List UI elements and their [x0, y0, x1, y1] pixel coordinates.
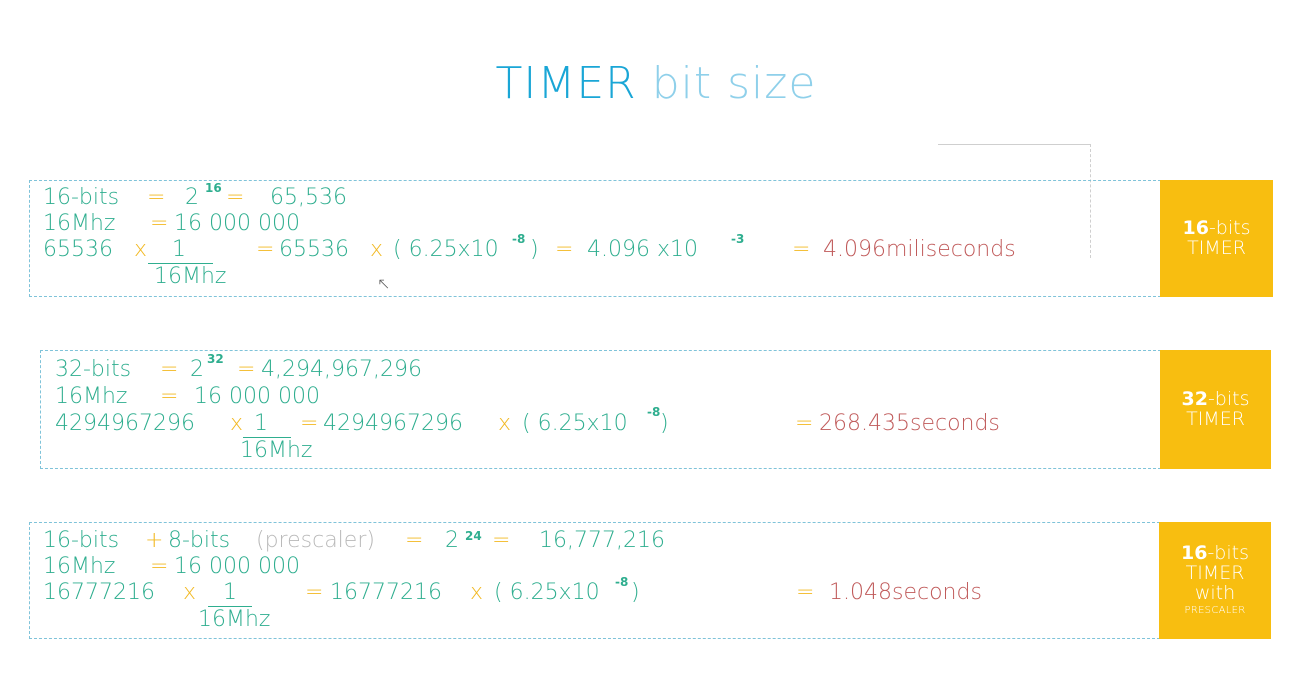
formula-text: 16777216	[330, 580, 442, 605]
formula-text: 16Mhz	[43, 554, 116, 579]
formula-text: 65536	[43, 237, 113, 262]
result-value: 268.435seconds	[819, 411, 1000, 436]
decorative-line	[1090, 144, 1091, 258]
exponent: 24	[465, 529, 482, 543]
formula-text: )	[530, 237, 539, 262]
exponent: 16	[205, 181, 222, 195]
fraction-denominator: 16Mhz	[198, 607, 271, 632]
multiply-sign: x	[134, 237, 148, 262]
fraction-bar	[243, 437, 291, 438]
formula-value: 16 000 000	[194, 384, 320, 409]
tag-rest: -bits	[1207, 387, 1250, 410]
formula-text: 16777216	[43, 580, 155, 605]
result-value: 4.096miliseconds	[823, 237, 1016, 262]
tag-bold: 16	[1182, 216, 1209, 239]
plus-sign: +	[145, 528, 164, 553]
power-base: 2	[190, 357, 204, 382]
formula-text: 16Mhz	[43, 211, 116, 236]
exponent: 32	[207, 352, 224, 366]
power-base: 2	[445, 528, 459, 553]
formula-text: 16Mhz	[55, 384, 128, 409]
prescaler-note: (prescaler)	[256, 528, 375, 553]
formula-text: 4294967296	[323, 411, 463, 436]
formula-value: 65,536	[270, 185, 347, 210]
mouse-cursor-icon: ↖	[377, 274, 391, 293]
equals-sign: =	[792, 237, 811, 262]
equals-sign: =	[555, 237, 574, 262]
tag-16-bit-timer: 16-bits TIMER	[1160, 180, 1273, 297]
tag-prescaler: PRESCALER	[1184, 605, 1246, 617]
equals-sign: =	[256, 237, 275, 262]
formula-text: ( 6.25x10	[393, 237, 499, 262]
decorative-line	[938, 144, 1090, 145]
formula-text: ( 6.25x10	[494, 580, 600, 605]
multiply-sign: x	[470, 580, 484, 605]
tag-16-bit-timer-with-prescaler: 16-bits TIMER with PRESCALER	[1159, 522, 1271, 639]
equals-sign: =	[226, 185, 245, 210]
tag-bold: 16	[1181, 542, 1208, 565]
equals-sign: =	[147, 185, 166, 210]
title-bit-size: bit size	[651, 58, 817, 109]
equals-sign: =	[160, 384, 179, 409]
equals-sign: =	[796, 580, 815, 605]
result-value: 1.048seconds	[829, 580, 982, 605]
formula-text: 4294967296	[55, 411, 195, 436]
formula-text: 32-bits	[55, 357, 132, 382]
tag-rest: -bits	[1208, 216, 1251, 239]
multiply-sign: x	[183, 580, 197, 605]
power-base: 2	[185, 185, 199, 210]
fraction-bar	[148, 263, 213, 264]
tag-bold: 32	[1181, 387, 1208, 410]
equals-sign: =	[150, 554, 169, 579]
formula-text: 4.096 x10	[587, 237, 698, 262]
fraction-numerator: 1	[254, 411, 268, 436]
formula-value: 16 000 000	[174, 554, 300, 579]
equals-sign: =	[237, 357, 256, 382]
equals-sign: =	[305, 580, 324, 605]
formula-text: 8-bits	[168, 528, 231, 553]
tag-line: TIMER	[1185, 562, 1245, 585]
equals-sign: =	[795, 411, 814, 436]
fraction-bar	[208, 606, 252, 607]
formula-text: ( 6.25x10	[522, 411, 628, 436]
tag-32-bit-timer: 32-bits TIMER	[1160, 350, 1271, 469]
equals-sign: =	[492, 528, 511, 553]
formula-value: 16 000 000	[174, 211, 300, 236]
exponent: -8	[647, 405, 661, 419]
fraction-denominator: 16Mhz	[240, 438, 313, 463]
equals-sign: =	[300, 411, 319, 436]
formula-text: )	[660, 411, 669, 436]
tag-line: TIMER	[1187, 236, 1246, 259]
tag-line: TIMER	[1186, 407, 1245, 430]
multiply-sign: x	[230, 411, 244, 436]
exponent: -8	[512, 232, 526, 246]
tag-line: with	[1194, 582, 1236, 605]
formula-text: 16-bits	[43, 528, 120, 553]
exponent: -8	[615, 575, 629, 589]
formula-text: )	[631, 580, 640, 605]
multiply-sign: x	[370, 237, 384, 262]
equals-sign: =	[150, 211, 169, 236]
formula-text: 65536	[279, 237, 349, 262]
formula-value: 16,777,216	[539, 528, 665, 553]
equals-sign: =	[405, 528, 424, 553]
fraction-numerator: 1	[172, 237, 186, 262]
multiply-sign: x	[498, 411, 512, 436]
formula-text: 16-bits	[43, 185, 120, 210]
equals-sign: =	[160, 357, 179, 382]
title-timer: TIMER	[495, 58, 637, 109]
tag-rest: -bits	[1207, 542, 1249, 565]
exponent: -3	[731, 232, 745, 246]
fraction-denominator: 16Mhz	[154, 264, 227, 289]
page-title: TIMER bit size	[0, 58, 1312, 109]
formula-value: 4,294,967,296	[261, 357, 422, 382]
fraction-numerator: 1	[223, 580, 237, 605]
